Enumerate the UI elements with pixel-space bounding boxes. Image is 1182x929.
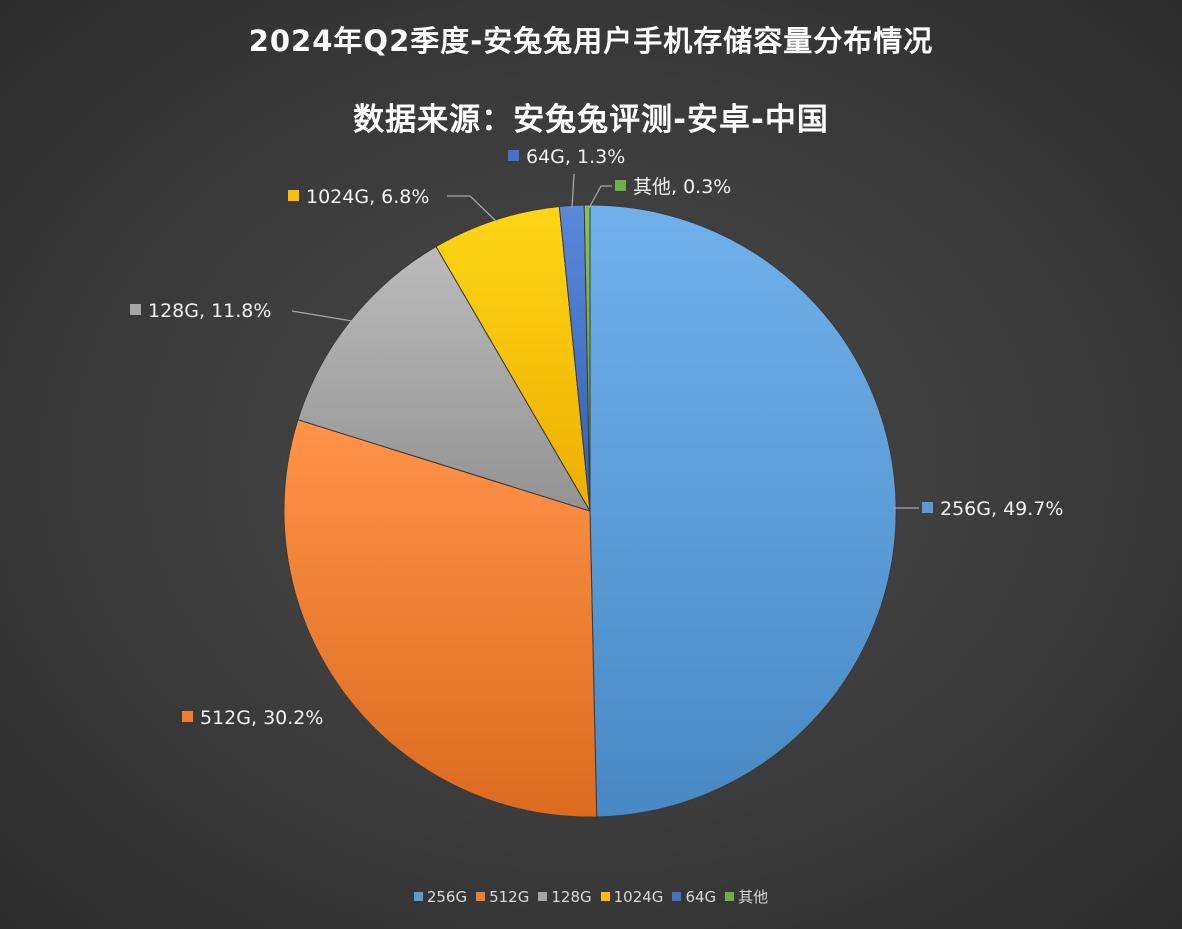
legend-item-512G: 512G [476, 888, 529, 906]
legend-label: 128G [551, 887, 592, 906]
leader-line-1024G [447, 195, 498, 223]
legend-swatch [600, 892, 610, 901]
data-label-key-1024G [288, 190, 299, 201]
leader-line-128G [291, 310, 353, 322]
legend-swatch [413, 892, 423, 901]
legend-label: 512G [489, 887, 530, 906]
legend-swatch [725, 892, 735, 901]
chart-subtitle: 数据来源：安兔兔评测-安卓-中国 [353, 102, 829, 138]
legend-item-64G: 64G [672, 888, 716, 906]
data-label-64G: 64G, 1.3% [526, 146, 625, 168]
pie-slice-256G [589, 204, 897, 818]
legend: 256G 512G 128G 1024G 64G 其他 [0, 886, 1182, 907]
data-label-512G: 512G, 30.2% [200, 707, 323, 729]
pie-slice-512G [283, 419, 598, 818]
legend-swatch [538, 892, 548, 901]
legend-label: 其他 [738, 888, 769, 906]
data-label-128G: 128G, 11.8% [148, 300, 271, 322]
data-label-key-512G [182, 711, 193, 722]
legend-label: 256G [426, 887, 468, 906]
legend-item-128G: 128G [538, 887, 592, 906]
data-label-key-256G [922, 502, 933, 513]
leader-line-64G [571, 173, 575, 209]
legend-swatch [672, 892, 682, 901]
leader-line-其他 [588, 185, 612, 209]
data-label-key-64G [508, 150, 519, 161]
data-label-256G: 256G, 49.7% [940, 498, 1063, 520]
chart-title: 2024年Q2季度-安兔兔用户手机存储容量分布情况 [248, 24, 934, 58]
data-label-其他: 其他, 0.3% [633, 176, 731, 198]
legend-label: 64G [685, 887, 717, 906]
legend-item-256G: 256G [413, 887, 468, 906]
legend-item-其他: 其他 [725, 886, 768, 907]
legend-item-1024G: 1024G [600, 887, 664, 906]
data-label-key-128G [130, 304, 141, 315]
data-label-1024G: 1024G, 6.8% [306, 186, 429, 208]
legend-label: 1024G [613, 887, 664, 906]
legend-swatch [476, 892, 486, 901]
data-label-key-其他 [615, 180, 626, 191]
